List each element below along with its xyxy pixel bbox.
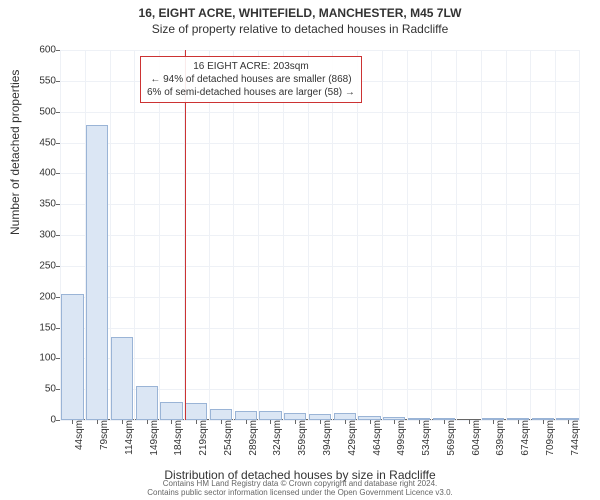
gridline-v [555, 50, 556, 420]
gridline-v [382, 50, 383, 420]
x-tick-label: 79sqm [97, 420, 110, 450]
gridline-v [431, 50, 432, 420]
footer-line-2: Contains public sector information licen… [0, 488, 600, 498]
chart-title-main: 16, EIGHT ACRE, WHITEFIELD, MANCHESTER, … [0, 6, 600, 20]
chart-footer: Contains HM Land Registry data © Crown c… [0, 479, 600, 498]
histogram-bar [111, 337, 133, 420]
x-tick-label: 604sqm [469, 420, 482, 456]
x-tick-label: 359sqm [295, 420, 308, 456]
gridline-v [233, 50, 234, 420]
x-tick-label: 114sqm [122, 420, 135, 455]
y-axis-label: Number of detached properties [8, 70, 22, 235]
gridline-v [209, 50, 210, 420]
gridline-v [258, 50, 259, 420]
x-tick-label: 324sqm [270, 420, 283, 456]
gridline-h [60, 50, 580, 51]
x-tick-label: 674sqm [518, 420, 531, 456]
gridline-h [60, 358, 580, 359]
gridline-h [60, 235, 580, 236]
gridline-v [357, 50, 358, 420]
footer-line-1: Contains HM Land Registry data © Crown c… [0, 479, 600, 489]
gridline-h [60, 297, 580, 298]
gridline-h [60, 112, 580, 113]
x-tick-label: 499sqm [394, 420, 407, 456]
gridline-v [456, 50, 457, 420]
histogram-bar [61, 294, 83, 420]
x-tick-label: 744sqm [568, 420, 581, 456]
gridline-v [530, 50, 531, 420]
gridline-v [283, 50, 284, 420]
histogram-bar [86, 125, 108, 420]
x-tick-label: 184sqm [171, 420, 184, 456]
x-tick-label: 394sqm [320, 420, 333, 456]
callout-line-3: 6% of semi-detached houses are larger (5… [147, 86, 355, 99]
callout-line-1: 16 EIGHT ACRE: 203sqm [147, 60, 355, 73]
gridline-v [159, 50, 160, 420]
gridline-h [60, 143, 580, 144]
y-tick-mark [56, 420, 60, 421]
histogram-bar [334, 413, 356, 420]
x-tick-label: 289sqm [246, 420, 259, 456]
gridline-v [407, 50, 408, 420]
histogram-bar [160, 402, 182, 421]
histogram-bar [259, 411, 281, 420]
gridline-v [332, 50, 333, 420]
histogram-bar [210, 409, 232, 420]
x-tick-label: 44sqm [72, 420, 85, 450]
x-tick-label: 219sqm [196, 420, 209, 456]
histogram-bar [235, 411, 257, 420]
gridline-h [60, 266, 580, 267]
gridline-v [579, 50, 580, 420]
gridline-h [60, 204, 580, 205]
x-tick-label: 639sqm [493, 420, 506, 456]
x-tick-label: 569sqm [444, 420, 457, 456]
chart-plot-area: 05010015020025030035040045050055060044sq… [60, 50, 580, 420]
x-tick-label: 464sqm [370, 420, 383, 456]
gridline-h [60, 328, 580, 329]
x-tick-label: 254sqm [221, 420, 234, 456]
gridline-v [481, 50, 482, 420]
chart-title-sub: Size of property relative to detached ho… [0, 22, 600, 36]
histogram-bar [284, 413, 306, 420]
histogram-bar [136, 386, 158, 420]
callout-box: 16 EIGHT ACRE: 203sqm← 94% of detached h… [140, 56, 362, 103]
x-tick-label: 429sqm [345, 420, 358, 456]
gridline-v [134, 50, 135, 420]
gridline-v [506, 50, 507, 420]
gridline-v [308, 50, 309, 420]
histogram-bar [185, 403, 207, 420]
reference-marker-line [185, 50, 186, 420]
x-tick-label: 149sqm [147, 420, 160, 456]
x-tick-label: 709sqm [543, 420, 556, 456]
gridline-h [60, 173, 580, 174]
x-tick-label: 534sqm [419, 420, 432, 456]
callout-line-2: ← 94% of detached houses are smaller (86… [147, 73, 355, 86]
